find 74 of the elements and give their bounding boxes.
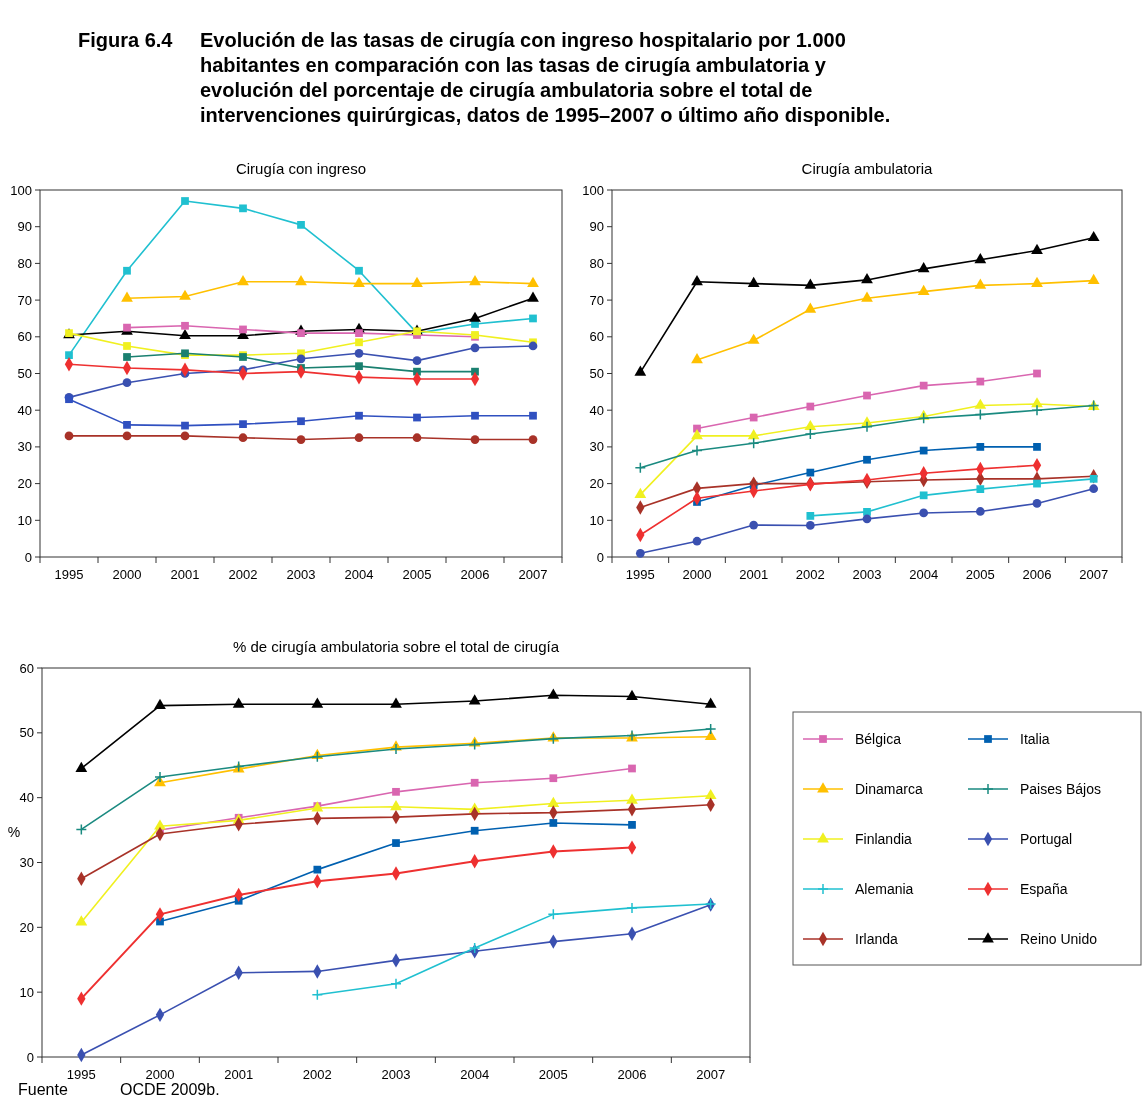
y-tick-label: 50 — [589, 366, 604, 382]
y-tick-label: 0 — [596, 549, 604, 565]
legend-label: Italia — [1020, 730, 1050, 747]
y-tick-label: 90 — [589, 219, 604, 235]
x-tick-label: 1995 — [54, 567, 84, 582]
y-axis-title: % — [7, 823, 21, 840]
x-tick-label: 2004 — [344, 567, 374, 582]
y-tick-label: 10 — [589, 512, 604, 528]
y-tick-label: 30 — [589, 439, 604, 455]
x-tick-label: 2007 — [696, 1067, 726, 1082]
x-tick-label: 2002 — [228, 567, 258, 582]
x-tick-label: 2007 — [1079, 567, 1109, 582]
x-tick-label: 2003 — [381, 1067, 411, 1082]
y-tick-label: 20 — [17, 476, 32, 492]
y-tick-label: 20 — [589, 476, 604, 492]
y-tick-label: 30 — [19, 855, 34, 871]
chart-title: Cirugía con ingreso — [235, 160, 367, 177]
x-tick-label: 2002 — [302, 1067, 332, 1082]
legend-label: Paises Bájos — [1020, 780, 1101, 797]
y-tick-label: 100 — [582, 182, 604, 198]
legend-label: España — [1020, 880, 1068, 897]
y-tick-label: 70 — [17, 292, 32, 308]
x-tick-label: 2000 — [112, 567, 142, 582]
y-tick-label: 0 — [26, 1049, 34, 1065]
text: Figura 6.4 — [78, 29, 174, 51]
y-tick-label: 70 — [589, 292, 604, 308]
legend-label: Alemania — [855, 880, 914, 897]
x-tick-label: 2004 — [909, 567, 939, 582]
y-tick-label: 80 — [589, 255, 604, 271]
legend-label: Bélgica — [855, 730, 902, 747]
x-tick-label: 2005 — [538, 1067, 568, 1082]
y-tick-label: 60 — [589, 329, 604, 345]
x-tick-label: 2006 — [460, 567, 490, 582]
y-tick-label: 30 — [17, 439, 32, 455]
y-tick-label: 40 — [589, 402, 604, 418]
x-tick-label: 2001 — [224, 1067, 254, 1082]
y-tick-label: 60 — [19, 660, 34, 676]
y-tick-label: 100 — [10, 182, 32, 198]
y-tick-label: 80 — [17, 255, 32, 271]
x-tick-label: 2006 — [617, 1067, 647, 1082]
y-tick-label: 40 — [17, 402, 32, 418]
legend-label: Reino Unido — [1020, 930, 1098, 947]
y-tick-label: 0 — [24, 549, 32, 565]
x-tick-label: 2001 — [739, 567, 769, 582]
x-tick-label: 2006 — [1022, 567, 1052, 582]
y-tick-label: 90 — [17, 219, 32, 235]
y-tick-label: 10 — [19, 984, 34, 1000]
y-tick-label: 20 — [19, 919, 34, 935]
x-tick-label: 2000 — [682, 567, 712, 582]
legend-label: Dinamarca — [855, 780, 923, 797]
legend-label: Portugal — [1020, 830, 1073, 847]
chart-title: Cirugía ambulatoria — [801, 160, 934, 177]
x-tick-label: 2002 — [795, 567, 825, 582]
x-tick-label: 2001 — [170, 567, 200, 582]
y-tick-label: 50 — [19, 725, 34, 741]
legend-label: Finlandia — [855, 830, 913, 847]
x-tick-label: 2003 — [286, 567, 316, 582]
y-tick-label: 40 — [19, 790, 34, 806]
legend-label: Irlanda — [855, 930, 899, 947]
text: Fuente — [18, 1081, 68, 1098]
y-tick-label: 50 — [17, 366, 32, 382]
chart-title: % de cirugía ambulatoria sobre el total de cirugía — [232, 638, 560, 655]
y-tick-label: 10 — [17, 512, 32, 528]
x-tick-label: 2003 — [852, 567, 882, 582]
x-tick-label: 1995 — [625, 567, 655, 582]
x-tick-label: 2005 — [402, 567, 432, 582]
x-tick-label: 2004 — [460, 1067, 490, 1082]
x-tick-label: 2005 — [965, 567, 995, 582]
x-tick-label: 1995 — [66, 1067, 96, 1082]
text: Evolución de las tasas de cirugía con ingreso hospitalario por 1.000 habitantes en comparación con las tasas de cirugía ambulatoria y evolución del porcentaje de cirugía ambulatoria sobre el total de intervenciones quirúrgicas, datos de 1995–2007 o último año disponible. — [200, 29, 891, 126]
x-tick-label: 2000 — [145, 1067, 175, 1082]
x-tick-label: 2007 — [518, 567, 548, 582]
text: OCDE 2009b. — [120, 1081, 220, 1098]
y-tick-label: 60 — [17, 329, 32, 345]
